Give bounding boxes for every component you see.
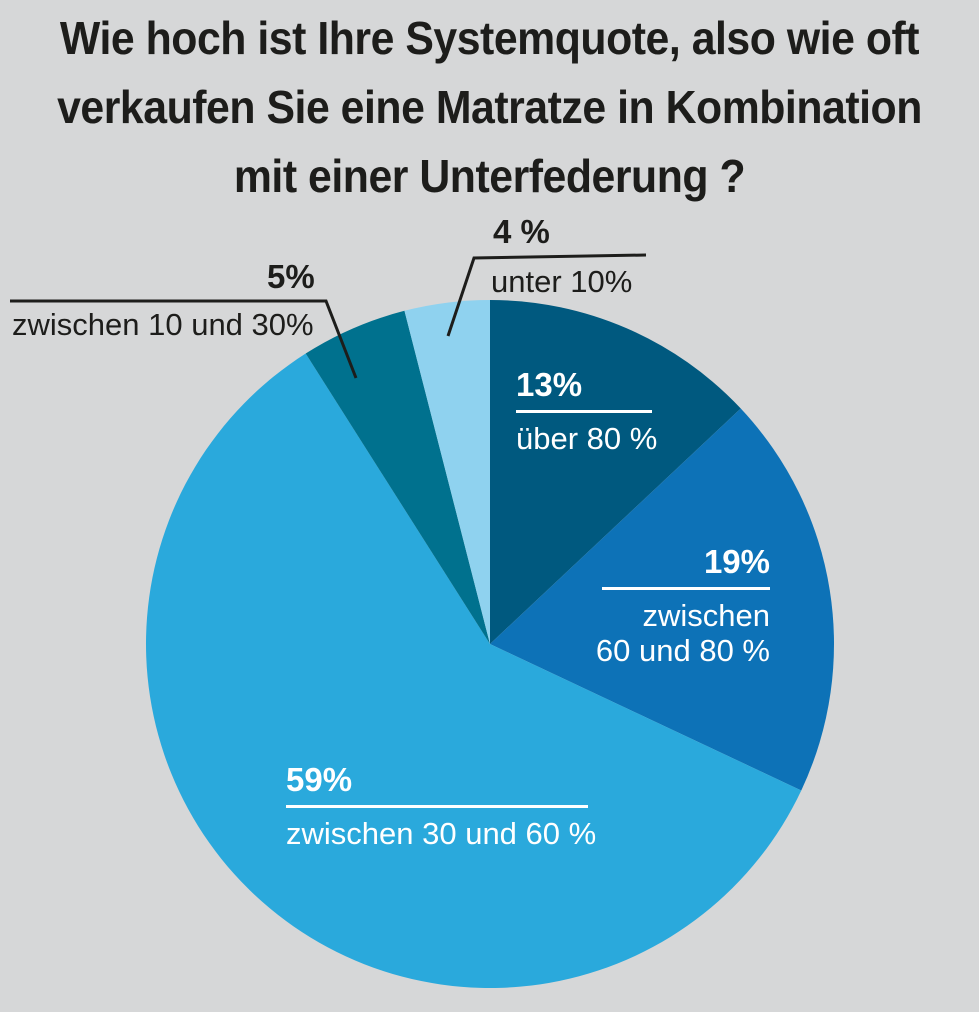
label-desc-unter-10: unter 10%	[491, 264, 633, 299]
label-pct-zwischen-60-80: 19%	[703, 543, 770, 580]
slice-ueber-80	[490, 300, 741, 644]
label-rule-ueber-80	[516, 410, 652, 413]
chart-title-line2: verkaufen Sie eine Matratze in Kombinati…	[57, 81, 922, 133]
label-block-zwischen-60-80: 19% zwischen 60 und 80 %	[596, 543, 770, 668]
label-pct-zwischen-10-30: 5%	[267, 258, 315, 295]
label-pct-unter-10: 4 %	[493, 213, 550, 250]
slice-zwischen-60-80	[490, 408, 835, 791]
chart-title: Wie hoch ist Ihre Systemquote, also wie …	[34, 4, 944, 211]
label-pct-zwischen-30-60: 59%	[286, 761, 353, 798]
slice-zwischen-30-60	[145, 353, 802, 989]
callout-line-zwischen-10-30	[10, 299, 358, 379]
label-desc-zwischen-10-30: zwischen 10 und 30%	[12, 307, 314, 342]
slice-zwischen-10-30	[305, 310, 490, 644]
label-desc-ueber-80: über 80 %	[516, 421, 658, 456]
label-desc1-zwischen-60-80: zwischen	[642, 598, 771, 633]
label-block-zwischen-30-60: 59% zwischen 30 und 60 %	[286, 761, 596, 851]
slice-unter-10	[404, 300, 490, 644]
callout-line-unter-10	[446, 253, 647, 337]
label-rule-zwischen-30-60	[286, 805, 588, 808]
label-rule-zwischen-60-80	[602, 587, 770, 590]
label-pct-ueber-80: 13%	[516, 366, 583, 403]
chart-title-line3: mit einer Unterfederung ?	[233, 150, 746, 202]
chart-title-line1: Wie hoch ist Ihre Systemquote, also wie …	[59, 12, 920, 64]
label-block-ueber-80: 13% über 80 %	[516, 366, 657, 456]
label-desc-zwischen-30-60: zwischen 30 und 60 %	[286, 816, 597, 851]
label-desc2-zwischen-60-80: 60 und 80 %	[595, 633, 770, 668]
